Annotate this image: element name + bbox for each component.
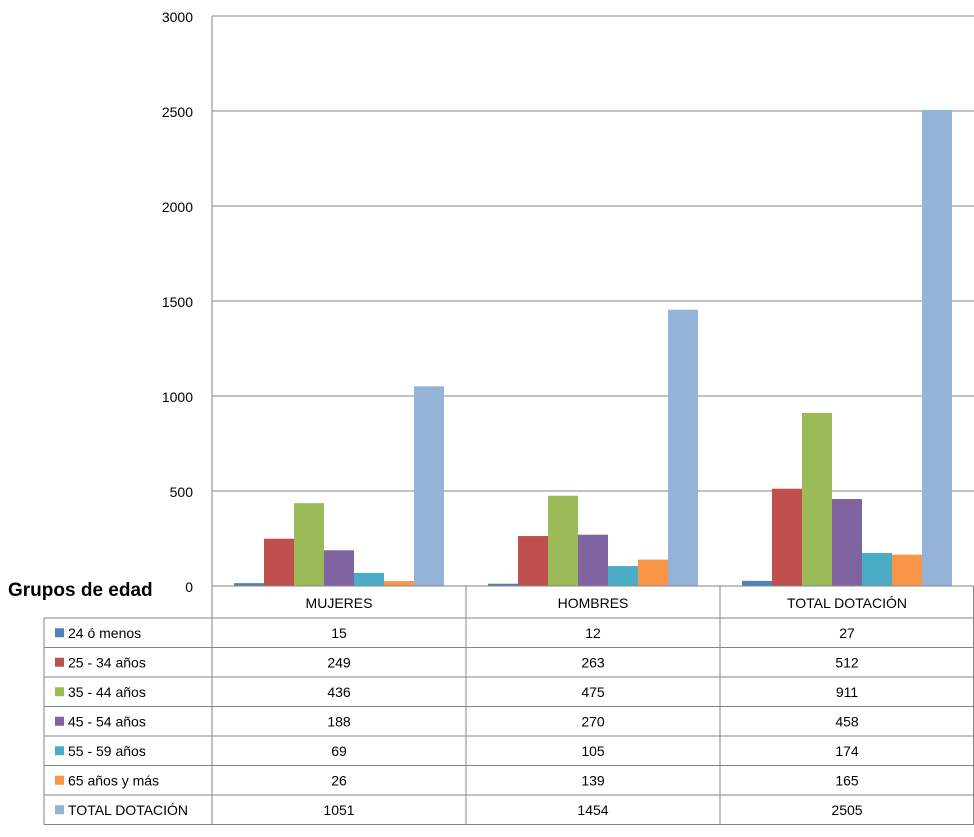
bar <box>518 536 548 586</box>
data-label: 105 <box>581 743 605 759</box>
y-tick-label: 1500 <box>162 294 193 310</box>
bar <box>668 309 698 586</box>
data-label: 249 <box>327 654 351 670</box>
bar <box>802 412 832 586</box>
bar <box>742 580 772 586</box>
y-tick-label: 0 <box>185 579 193 595</box>
bar <box>638 559 668 586</box>
category-label: HOMBRES <box>558 595 629 611</box>
bar <box>324 550 354 586</box>
data-label: 12 <box>585 625 601 641</box>
bar <box>772 488 802 586</box>
legend-label: 65 años y más <box>68 772 159 788</box>
bar <box>862 552 892 586</box>
data-label: 188 <box>327 713 351 729</box>
y-tick-label: 500 <box>170 484 194 500</box>
category-label: MUJERES <box>306 595 373 611</box>
bar <box>832 498 862 586</box>
bar <box>578 534 608 586</box>
data-label: 458 <box>835 713 859 729</box>
data-label: 174 <box>835 743 859 759</box>
data-label: 69 <box>331 743 347 759</box>
data-label: 911 <box>836 684 859 700</box>
data-label: 263 <box>581 654 605 670</box>
data-label: 2505 <box>831 802 862 818</box>
legend-label: 45 - 54 años <box>68 713 146 729</box>
data-label: 475 <box>581 684 605 700</box>
bar <box>354 572 384 586</box>
corner-label: Grupos de edad <box>8 580 153 601</box>
y-axis: 0 500 1000 1500 2000 2500 3000 <box>162 9 213 595</box>
bar <box>488 583 518 586</box>
bar <box>414 386 444 586</box>
legend-swatch <box>55 716 64 726</box>
y-tick-label: 3000 <box>162 9 193 25</box>
y-tick-label: 2000 <box>162 199 193 215</box>
data-label: 512 <box>835 654 859 670</box>
bars <box>234 110 952 587</box>
legend-swatch <box>55 746 64 756</box>
bar <box>548 495 578 586</box>
legend-label: TOTAL DOTACIÓN <box>68 802 188 818</box>
legend-swatch <box>55 657 64 667</box>
legend-swatch <box>55 775 64 785</box>
legend-swatch <box>55 628 64 638</box>
bar <box>384 581 414 586</box>
bar <box>264 538 294 586</box>
legend-label: 35 - 44 años <box>68 684 146 700</box>
data-label: 1051 <box>323 802 354 818</box>
bar <box>234 583 264 586</box>
data-label: 139 <box>581 772 605 788</box>
data-label: 436 <box>327 684 351 700</box>
category-label: TOTAL DOTACIÓN <box>787 595 907 611</box>
y-tick-label: 2500 <box>162 104 193 120</box>
bar <box>608 566 638 586</box>
legend-label: 25 - 34 años <box>68 654 146 670</box>
y-tick-label: 1000 <box>162 389 193 405</box>
data-label: 15 <box>331 625 347 641</box>
bar <box>892 554 922 586</box>
data-label: 165 <box>835 772 859 788</box>
gridlines <box>212 15 974 587</box>
data-label: 270 <box>581 713 605 729</box>
legend-swatch <box>55 805 64 815</box>
data-label: 27 <box>839 625 855 641</box>
data-label: 1454 <box>577 802 608 818</box>
legend-label: 24 ó menos <box>68 625 141 641</box>
bar <box>294 503 324 586</box>
legend-label: 55 - 59 años <box>68 743 146 759</box>
legend-swatch <box>55 687 64 697</box>
bar <box>922 110 952 587</box>
data-label: 26 <box>331 772 347 788</box>
data-table: MUJERES HOMBRES TOTAL DOTACIÓN 24 ó menos 15… <box>43 585 974 825</box>
